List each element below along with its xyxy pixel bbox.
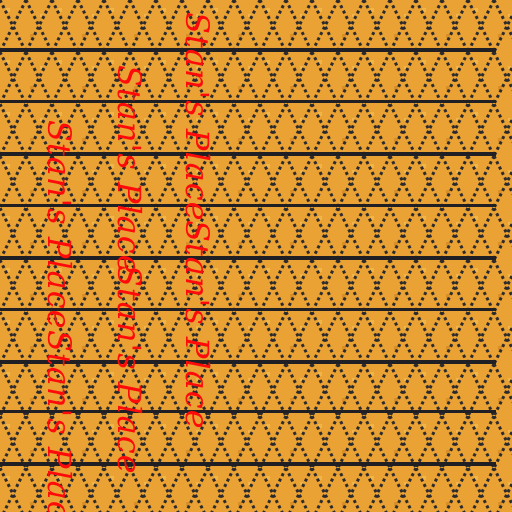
- horizontal-stripes: [0, 48, 496, 466]
- stans-place-lettering: Stan's Place: [178, 12, 216, 222]
- stripe: [0, 100, 496, 103]
- stripe: [0, 256, 496, 260]
- stripe: [0, 48, 496, 52]
- stripe: [0, 410, 496, 413]
- stripe: [0, 462, 496, 466]
- stripe: [0, 204, 496, 207]
- stans-place-lettering: Stan's Place: [110, 65, 148, 275]
- stans-place-lettering: Stan's Place: [178, 220, 216, 430]
- stripe: [0, 360, 496, 364]
- stripe: [0, 152, 496, 156]
- stans-place-lettering: Stan's Place: [40, 330, 78, 512]
- stans-place-lettering: Stan's Place: [110, 265, 148, 475]
- stans-place-lettering: Stan's Place: [40, 120, 78, 330]
- stripe: [0, 308, 496, 311]
